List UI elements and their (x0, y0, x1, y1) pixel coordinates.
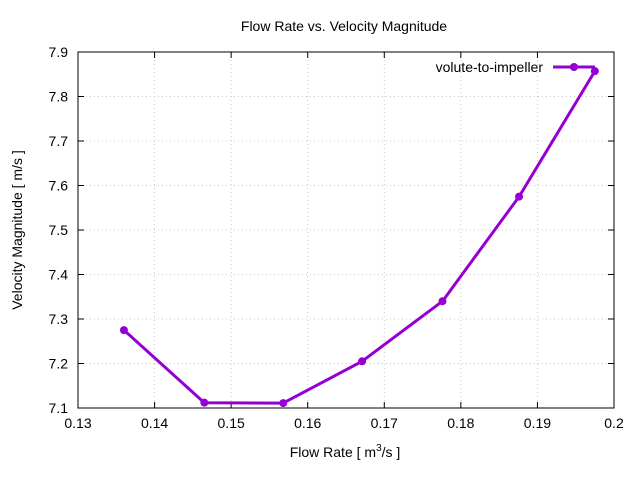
x-tick-label: 0.14 (141, 415, 168, 431)
x-tick-label: 0.13 (64, 415, 91, 431)
data-point (279, 399, 288, 408)
y-tick-label: 7.9 (49, 44, 69, 60)
x-tick-label: 0.2 (604, 415, 624, 431)
legend-marker (570, 63, 578, 71)
data-point (200, 398, 209, 407)
x-axis-label-superscript: 3 (376, 443, 382, 454)
y-tick-label: 7.8 (49, 89, 69, 105)
x-tick-label: 0.17 (371, 415, 398, 431)
y-tick-label: 7.5 (49, 222, 69, 238)
legend: volute-to-impeller (436, 59, 595, 75)
y-tick-label: 7.7 (49, 133, 69, 149)
y-tick-label: 7.6 (49, 178, 69, 194)
y-tick-label: 7.4 (49, 267, 69, 283)
data-point (515, 192, 524, 201)
x-tick-label: 0.15 (218, 415, 245, 431)
y-tick-label: 7.3 (49, 311, 69, 327)
legend-label: volute-to-impeller (436, 59, 544, 75)
data-point (358, 357, 367, 366)
data-point (438, 297, 447, 306)
x-axis-label: Flow Rate [ m3/s ] (290, 443, 401, 460)
y-axis-label: Velocity Magnitude [ m/s ] (9, 150, 25, 310)
data-point (590, 67, 599, 76)
chart-title: Flow Rate vs. Velocity Magnitude (241, 18, 447, 34)
x-tick-label: 0.16 (294, 415, 321, 431)
y-tick-label: 7.2 (49, 356, 69, 372)
series-line (122, 70, 597, 405)
axis-ticks: 0.13 0.14 0.15 0.16 0.17 0.18 0.19 0.2 7.1 7.2 7.3… (49, 44, 624, 431)
data-point (119, 326, 128, 335)
grid (78, 52, 614, 408)
x-tick-label: 0.19 (524, 415, 551, 431)
y-tick-label: 7.1 (49, 400, 69, 416)
series-layer (119, 67, 599, 408)
x-axis-label-tail: /s ] (382, 444, 401, 460)
x-tick-label: 0.18 (447, 415, 474, 431)
x-axis-label-main: Flow Rate [ m (290, 444, 376, 460)
